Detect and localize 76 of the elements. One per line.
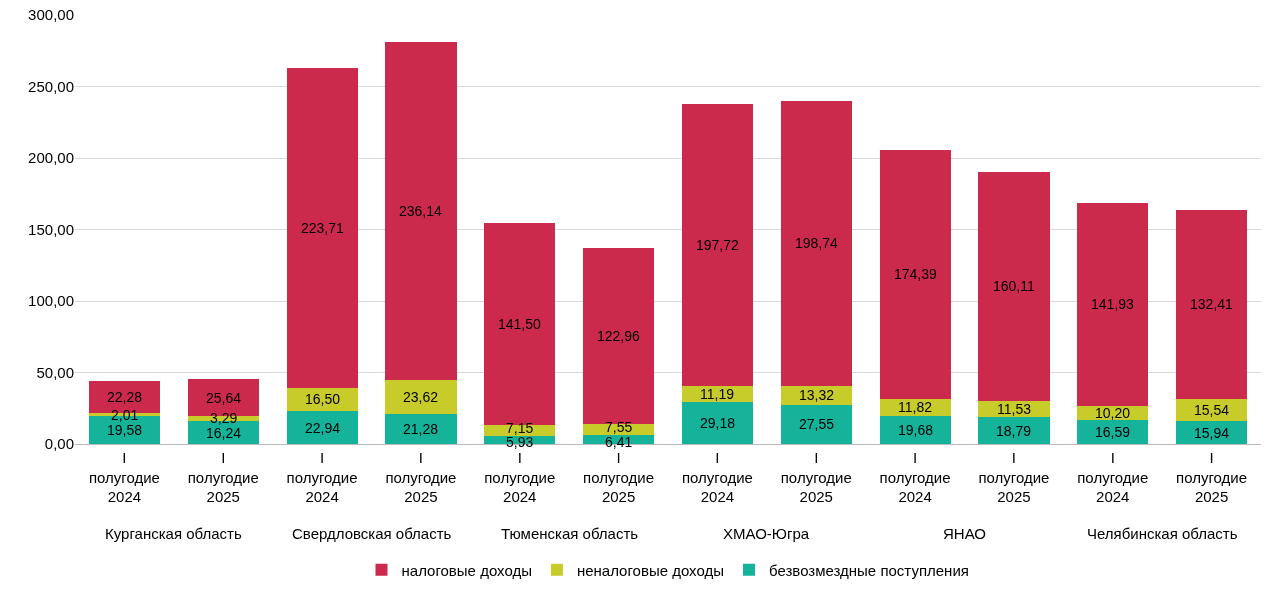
y-tick-label: 250,00: [28, 77, 74, 95]
data-label: 10,20: [1095, 405, 1131, 421]
data-label: 16,50: [305, 391, 341, 407]
data-label: 16,24: [206, 425, 242, 441]
x-tick-label: I полугодие 2025: [583, 449, 655, 505]
text: Курганская область: [105, 525, 242, 542]
data-label: 198,74: [795, 235, 839, 251]
data-label: 29,18: [700, 415, 736, 431]
bar: [978, 171, 1050, 401]
data-label: 160,11: [993, 278, 1035, 294]
data-label: 27,55: [799, 416, 835, 432]
bar: [780, 101, 852, 386]
y-tick-label: 50,00: [36, 363, 74, 381]
data-label: 223,71: [301, 220, 345, 236]
data-label: 21,28: [403, 421, 439, 437]
data-label: 11,53: [997, 401, 1032, 417]
data-label: 22,94: [305, 420, 341, 436]
data-label: 141,93: [1091, 296, 1135, 312]
bar: [385, 413, 457, 444]
y-tick-label: 150,00: [28, 220, 74, 238]
legend-label: безвозмездные поступления: [769, 561, 969, 579]
y-tick-label: 0,00: [44, 435, 74, 453]
data-label: 141,50: [498, 316, 542, 332]
data-label: 197,72: [696, 237, 740, 253]
data-label: 7,15: [506, 420, 534, 436]
data-label: 122,96: [597, 328, 641, 344]
data-label: 132,41: [1190, 296, 1234, 312]
data-label: 25,64: [206, 390, 242, 406]
bar: [978, 417, 1050, 444]
x-tick-label: I полугодие 2024: [1077, 449, 1149, 505]
bar: [286, 411, 358, 444]
data-label: 11,19: [700, 386, 735, 402]
text: Свердловская область: [292, 525, 452, 542]
bar: [681, 103, 753, 387]
data-label: 15,54: [1194, 402, 1230, 418]
bar: [681, 402, 753, 444]
data-label: 174,39: [894, 266, 938, 282]
data-label: 13,32: [799, 387, 835, 403]
x-tick-label: I полугодие 2024: [681, 449, 753, 505]
bar: [879, 149, 951, 399]
y-tick-label: 100,00: [28, 292, 74, 310]
x-tick-label: I полугодие 2025: [978, 449, 1050, 505]
x-tick-label: I полугодие 2025: [1176, 449, 1248, 505]
data-label: 7,55: [605, 419, 633, 435]
data-label: 236,14: [399, 203, 443, 219]
bar: [385, 379, 457, 414]
y-tick-label: 300,00: [28, 6, 74, 24]
bar: [1077, 202, 1149, 406]
data-label: 2,01: [111, 407, 139, 423]
data-label: 18,79: [996, 423, 1032, 439]
text: ЯНАО: [943, 525, 987, 542]
bar: [484, 425, 556, 436]
data-label: 23,62: [403, 389, 439, 405]
x-tick-label: I полугодие 2025: [385, 449, 457, 505]
bar: [780, 404, 852, 444]
text: ХМАО-Югра: [723, 525, 810, 542]
x-tick-label: I полугодие 2024: [286, 449, 358, 505]
x-tick-label: I полугодие 2024: [88, 449, 160, 505]
x-tick-label: I полугодие 2024: [484, 449, 556, 505]
x-tick-label: I полугодие 2025: [187, 449, 259, 505]
data-label: 22,28: [107, 389, 143, 405]
text: Тюменская область: [501, 525, 639, 542]
bar: [1176, 209, 1248, 399]
data-label: 11,82: [898, 399, 933, 415]
x-tick-label: I полугодие 2024: [879, 449, 951, 505]
y-tick-label: 200,00: [28, 149, 74, 167]
data-label: 19,58: [107, 422, 143, 438]
legend-label: налоговые доходы: [401, 561, 532, 579]
legend-label: неналоговые доходы: [576, 561, 725, 579]
bar: [286, 67, 358, 388]
data-label: 19,68: [898, 422, 934, 438]
data-label: 15,94: [1194, 425, 1230, 441]
data-label: 16,59: [1095, 424, 1131, 440]
bar: [385, 42, 457, 380]
text: Челябинская область: [1087, 525, 1238, 542]
x-tick-label: I полугодие 2025: [780, 449, 852, 505]
